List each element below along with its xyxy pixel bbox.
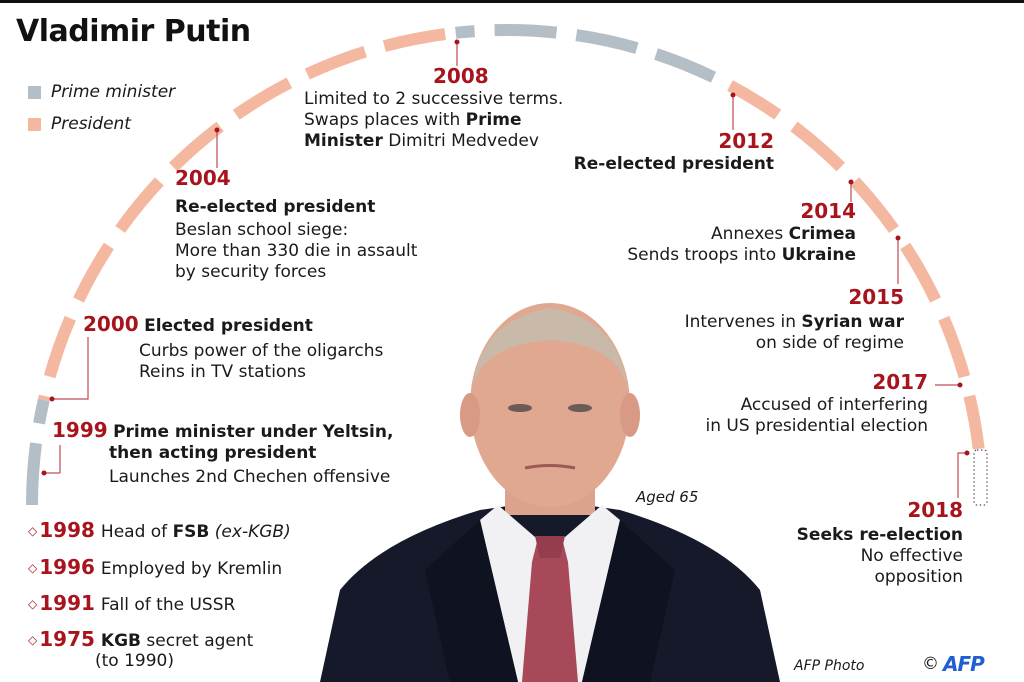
event-headline: Seeks re-election bbox=[796, 525, 963, 545]
copyright-afp: © AFP bbox=[922, 652, 985, 676]
event-detail: Swaps places with Prime bbox=[304, 110, 522, 130]
event-1999: 1999 Prime minister under Yeltsin, then … bbox=[52, 420, 393, 488]
event-headline: Re-elected president bbox=[573, 154, 774, 174]
marker-dot-2017 bbox=[957, 382, 963, 388]
diamond-bullet-icon: ◇ bbox=[28, 597, 38, 611]
event-year: 2008 bbox=[433, 64, 489, 88]
diamond-bullet-icon: ◇ bbox=[28, 524, 38, 538]
event-detail: on side of regime bbox=[755, 333, 904, 353]
event-detail: Reins in TV stations bbox=[139, 362, 306, 382]
event-headline: Prime minister under Yeltsin, bbox=[113, 422, 394, 442]
marker-dot-2008 bbox=[454, 39, 460, 45]
page-title: Vladimir Putin bbox=[16, 14, 251, 49]
legend-swatch-salmon bbox=[28, 117, 41, 131]
legend-label: Prime minister bbox=[51, 82, 176, 102]
copyright-icon: © bbox=[922, 654, 939, 674]
legend-label: President bbox=[51, 114, 131, 134]
portrait-photo bbox=[320, 303, 780, 682]
marker-dot-2000 bbox=[49, 396, 55, 402]
early-career-item-1996: ◇ 1996 Employed by Kremlin bbox=[28, 555, 283, 579]
event-detail: More than 330 die in assault bbox=[175, 241, 418, 261]
photo-caption-age: Aged 65 bbox=[636, 488, 699, 506]
event-year: 1999 bbox=[52, 418, 108, 442]
legend-prime-minister: Prime minister bbox=[28, 82, 175, 102]
marker-dot-2012 bbox=[730, 92, 736, 98]
legend-swatch-gray bbox=[28, 85, 41, 99]
diamond-bullet-icon: ◇ bbox=[28, 561, 38, 575]
event-headline: Elected president bbox=[144, 316, 313, 336]
event-year: 2017 bbox=[872, 370, 928, 394]
arc-segment-future-term bbox=[973, 449, 988, 506]
event-detail: Annexes Crimea bbox=[710, 224, 856, 244]
event-year: 2015 bbox=[848, 285, 904, 309]
event-2004: 2004 Re-elected president Beslan school … bbox=[175, 168, 417, 283]
event-year: 2004 bbox=[175, 166, 231, 190]
event-2018: 2018 Seeks re-election No effective oppo… bbox=[797, 500, 963, 588]
event-detail: Beslan school siege: bbox=[175, 220, 349, 240]
arc-segment-pm-2008 bbox=[455, 24, 733, 91]
marker-dot-2014 bbox=[848, 179, 854, 185]
event-detail: opposition bbox=[874, 567, 963, 587]
afp-logo: AFP bbox=[943, 652, 985, 676]
event-year: 2018 bbox=[907, 498, 963, 522]
event-2012: 2012 Re-elected president bbox=[574, 131, 774, 175]
event-2015: 2015 Intervenes in Syrian war on side of… bbox=[685, 287, 904, 354]
event-2014: 2014 Annexes Crimea Sends troops into Uk… bbox=[627, 201, 856, 266]
arc-segment-president-2000 bbox=[37, 26, 457, 402]
event-year: 2014 bbox=[800, 199, 856, 223]
marker-dot-2018 bbox=[964, 450, 970, 456]
event-detail: Intervenes in Syrian war bbox=[684, 312, 904, 332]
early-career-item-1975: ◇ 1975 KGB secret agent (to 1990) bbox=[28, 627, 254, 671]
event-detail: Limited to 2 successive terms. bbox=[304, 89, 564, 109]
event-detail: Sends troops into Ukraine bbox=[627, 245, 856, 265]
event-2008: 2008 Limited to 2 successive terms. Swap… bbox=[304, 66, 563, 152]
marker-dot-2015 bbox=[895, 235, 901, 241]
event-detail: in US presidential election bbox=[705, 416, 929, 436]
event-detail: Launches 2nd Chechen offensive bbox=[109, 467, 391, 487]
event-detail: No effective bbox=[860, 546, 963, 566]
event-detail: by security forces bbox=[175, 262, 327, 282]
event-headline: then acting president bbox=[109, 443, 317, 463]
marker-dot-1999 bbox=[41, 470, 47, 476]
marker-dot-2004 bbox=[214, 127, 220, 133]
event-detail: Curbs power of the oligarchs bbox=[139, 341, 384, 361]
event-headline: Re-elected president bbox=[175, 197, 376, 217]
diamond-bullet-icon: ◇ bbox=[28, 633, 38, 647]
event-year: 2012 bbox=[718, 129, 774, 153]
early-career-item-1998: ◇ 1998 Head of FSB (ex-KGB) bbox=[28, 518, 291, 542]
event-2000: 2000 Elected president Curbs power of th… bbox=[83, 314, 383, 383]
event-2017: 2017 Accused of interfering in US presid… bbox=[706, 372, 929, 437]
event-detail: Minister Dimitri Medvedev bbox=[304, 131, 539, 151]
top-border bbox=[0, 0, 1024, 3]
event-year: 2000 bbox=[83, 312, 139, 336]
photo-credit: AFP Photo bbox=[794, 658, 865, 674]
event-detail: Accused of interfering bbox=[740, 395, 928, 415]
legend-president: President bbox=[28, 114, 131, 134]
early-career-item-1991: ◇ 1991 Fall of the USSR bbox=[28, 591, 236, 615]
arc-segment-pm-1999 bbox=[26, 398, 50, 506]
